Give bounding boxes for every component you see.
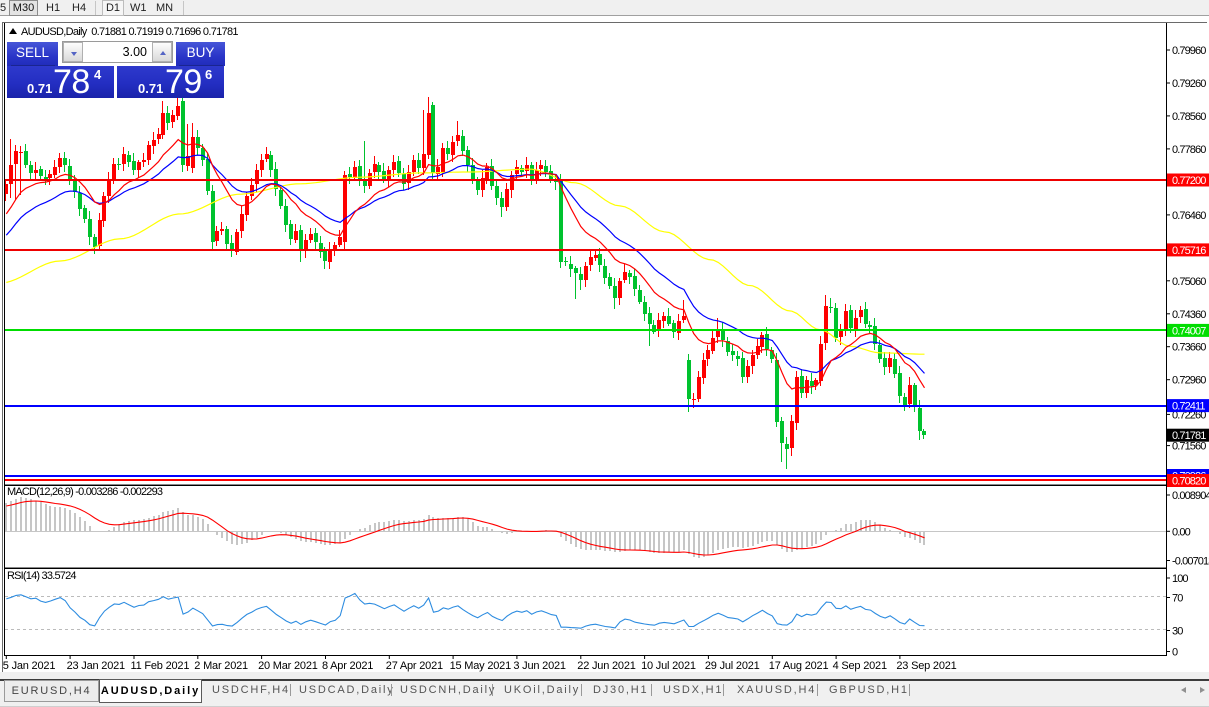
svg-text:23 Sep 2021: 23 Sep 2021: [896, 660, 956, 672]
svg-text:MACD(12,26,9) -0.003286 -0.002: MACD(12,26,9) -0.003286 -0.002293: [7, 486, 163, 498]
svg-text:0.77200: 0.77200: [1172, 175, 1206, 187]
svg-text:0.73660: 0.73660: [1172, 342, 1206, 354]
svg-text:29 Jul 2021: 29 Jul 2021: [705, 660, 760, 672]
svg-text:17 Aug 2021: 17 Aug 2021: [769, 660, 829, 672]
svg-text:70: 70: [1172, 593, 1183, 605]
svg-text:-0.007013: -0.007013: [1172, 556, 1209, 568]
svg-text:23 Jan 2021: 23 Jan 2021: [67, 660, 125, 672]
svg-text:0.71781: 0.71781: [1172, 430, 1206, 442]
svg-text:0.75716: 0.75716: [1172, 245, 1206, 257]
svg-text:15 May 2021: 15 May 2021: [450, 660, 511, 672]
svg-text:0.79960: 0.79960: [1172, 45, 1206, 57]
svg-text:0.71560: 0.71560: [1172, 441, 1206, 453]
svg-text:RSI(14) 33.5724: RSI(14) 33.5724: [7, 570, 76, 582]
svg-text:20 Mar 2021: 20 Mar 2021: [258, 660, 318, 672]
svg-text:0.72260: 0.72260: [1172, 409, 1206, 421]
svg-text:100: 100: [1172, 573, 1188, 585]
svg-text:8 Apr 2021: 8 Apr 2021: [322, 660, 373, 672]
svg-text:0.79260: 0.79260: [1172, 78, 1206, 90]
svg-text:0: 0: [1172, 647, 1178, 659]
svg-text:0.75060: 0.75060: [1172, 276, 1206, 288]
svg-text:0.008904: 0.008904: [1172, 490, 1209, 502]
svg-text:0.70820: 0.70820: [1172, 476, 1206, 488]
svg-text:5 Jan 2021: 5 Jan 2021: [3, 660, 56, 672]
svg-text:22 Jun 2021: 22 Jun 2021: [577, 660, 635, 672]
svg-text:27 Apr 2021: 27 Apr 2021: [386, 660, 443, 672]
svg-text:10 Jul 2021: 10 Jul 2021: [641, 660, 696, 672]
svg-text:0.00: 0.00: [1172, 526, 1191, 538]
svg-text:4 Sep 2021: 4 Sep 2021: [833, 660, 887, 672]
svg-text:2 Mar 2021: 2 Mar 2021: [194, 660, 248, 672]
svg-text:0.72411: 0.72411: [1172, 401, 1205, 413]
svg-text:0.76460: 0.76460: [1172, 210, 1206, 222]
svg-text:11 Feb 2021: 11 Feb 2021: [131, 660, 190, 672]
svg-text:0.72960: 0.72960: [1172, 375, 1206, 387]
svg-text:0.77860: 0.77860: [1172, 144, 1206, 156]
svg-text:0.78560: 0.78560: [1172, 111, 1206, 123]
svg-text:3 Jun 2021: 3 Jun 2021: [513, 660, 566, 672]
svg-text:0.74360: 0.74360: [1172, 309, 1206, 321]
svg-text:30: 30: [1172, 626, 1183, 638]
svg-text:0.74007: 0.74007: [1172, 325, 1206, 337]
